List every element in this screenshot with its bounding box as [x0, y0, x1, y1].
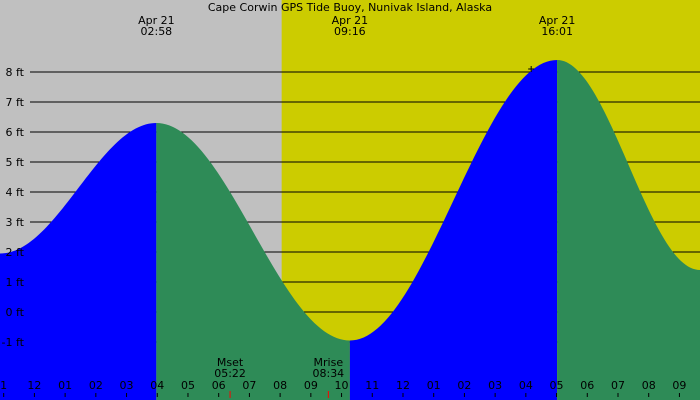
y-tick-label: 8 ft [6, 66, 25, 79]
y-tick-label: 7 ft [6, 96, 25, 109]
tide-area [0, 60, 700, 400]
x-tick-label: 07 [611, 379, 625, 392]
y-tick-label: 0 ft [6, 306, 25, 319]
y-tick-label: 4 ft [6, 186, 25, 199]
x-tick-label: 12 [27, 379, 41, 392]
x-axis-labels: 1 12 01 02 03 04 05 06 07 08 09 10 11 12 01 02 03 04 05 06 0… [0, 379, 686, 397]
extreme-date-label: Apr 21 [332, 14, 369, 27]
y-axis-labels: -1 ft 0 ft 1 ft 2 ft 3 ft 4 ft 5 ft 6 ft 7 ft 8 f… [2, 66, 25, 349]
x-tick-label: 02 [457, 379, 471, 392]
x-tick-label: 08 [642, 379, 656, 392]
chart-title: Cape Corwin GPS Tide Buoy, Nunivak Islan… [208, 1, 492, 14]
extreme-time-label: 16:01 [541, 25, 573, 38]
moon-event-label: Mrise [314, 356, 344, 369]
extreme-time-label: 09:16 [334, 25, 366, 38]
x-tick-label: 12 [396, 379, 410, 392]
x-tick-label: 09 [304, 379, 318, 392]
x-tick-label: 04 [150, 379, 164, 392]
x-tick-label: 04 [519, 379, 533, 392]
y-tick-label: 6 ft [6, 126, 25, 139]
x-tick-label: 01 [427, 379, 441, 392]
y-tick-label: -1 ft [2, 336, 25, 349]
x-tick-label: 08 [273, 379, 287, 392]
x-tick-label: 11 [365, 379, 379, 392]
rising-tide-area [0, 123, 157, 400]
x-tick-label: 1 [0, 379, 7, 392]
x-tick-label: 10 [335, 379, 349, 392]
x-tick-label: 05 [181, 379, 195, 392]
moon-event-label: Mset [217, 356, 244, 369]
moon-event-time: 08:34 [312, 367, 344, 380]
x-tick-label: 06 [580, 379, 594, 392]
x-tick-label: 02 [89, 379, 103, 392]
moon-event-time: 05:22 [214, 367, 246, 380]
falling-tide-area [156, 123, 350, 400]
x-tick-label: 09 [672, 379, 686, 392]
x-tick-label: 07 [242, 379, 256, 392]
x-tick-label: 01 [58, 379, 72, 392]
x-tick-label: 05 [550, 379, 564, 392]
extreme-date-label: Apr 21 [138, 14, 175, 27]
y-tick-label: 5 ft [6, 156, 25, 169]
y-tick-label: 1 ft [6, 276, 25, 289]
y-tick-label: 3 ft [6, 216, 25, 229]
x-tick-label: 06 [212, 379, 226, 392]
extreme-time-label: 02:58 [140, 25, 172, 38]
x-tick-label: 03 [488, 379, 502, 392]
falling-tide-area [557, 60, 700, 400]
rising-tide-area [349, 60, 558, 400]
y-tick-label: 2 ft [6, 246, 25, 259]
x-tick-label: 03 [120, 379, 134, 392]
extreme-date-label: Apr 21 [539, 14, 576, 27]
